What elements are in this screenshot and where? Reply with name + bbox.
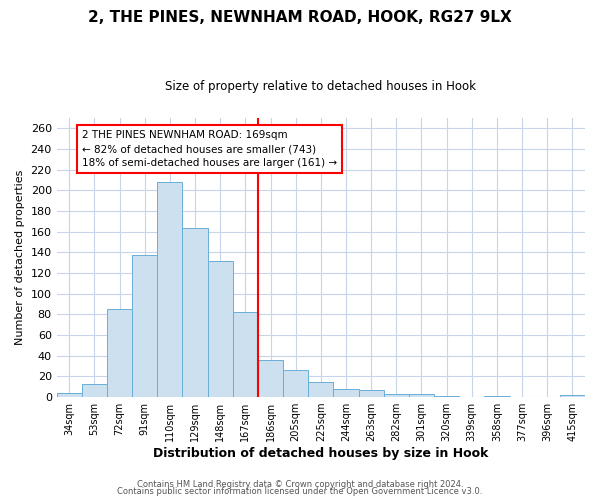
Bar (308, 382, 334, 397)
Bar (233, 312, 258, 397)
Bar (208, 260, 233, 397)
Y-axis label: Number of detached properties: Number of detached properties (15, 170, 25, 345)
Bar (107, 309, 132, 397)
Bar (384, 394, 409, 397)
Bar (132, 256, 157, 397)
X-axis label: Distribution of detached houses by size in Hook: Distribution of detached houses by size … (153, 447, 488, 460)
Bar (409, 394, 434, 397)
Bar (484, 396, 509, 397)
Bar (560, 395, 585, 397)
Title: Size of property relative to detached houses in Hook: Size of property relative to detached ho… (166, 80, 476, 93)
Text: 2, THE PINES, NEWNHAM ROAD, HOOK, RG27 9LX: 2, THE PINES, NEWNHAM ROAD, HOOK, RG27 9… (88, 10, 512, 25)
Bar (283, 370, 308, 397)
Bar (56, 393, 82, 397)
Text: 2 THE PINES NEWNHAM ROAD: 169sqm
← 82% of detached houses are smaller (743)
18% : 2 THE PINES NEWNHAM ROAD: 169sqm ← 82% o… (82, 130, 337, 168)
Bar (157, 182, 182, 397)
Bar (258, 360, 283, 397)
Bar (359, 390, 384, 397)
Bar (334, 389, 359, 397)
Bar (82, 384, 107, 397)
Text: Contains HM Land Registry data © Crown copyright and database right 2024.: Contains HM Land Registry data © Crown c… (137, 480, 463, 489)
Text: Contains public sector information licensed under the Open Government Licence v3: Contains public sector information licen… (118, 487, 482, 496)
Bar (182, 228, 208, 397)
Bar (434, 396, 459, 397)
